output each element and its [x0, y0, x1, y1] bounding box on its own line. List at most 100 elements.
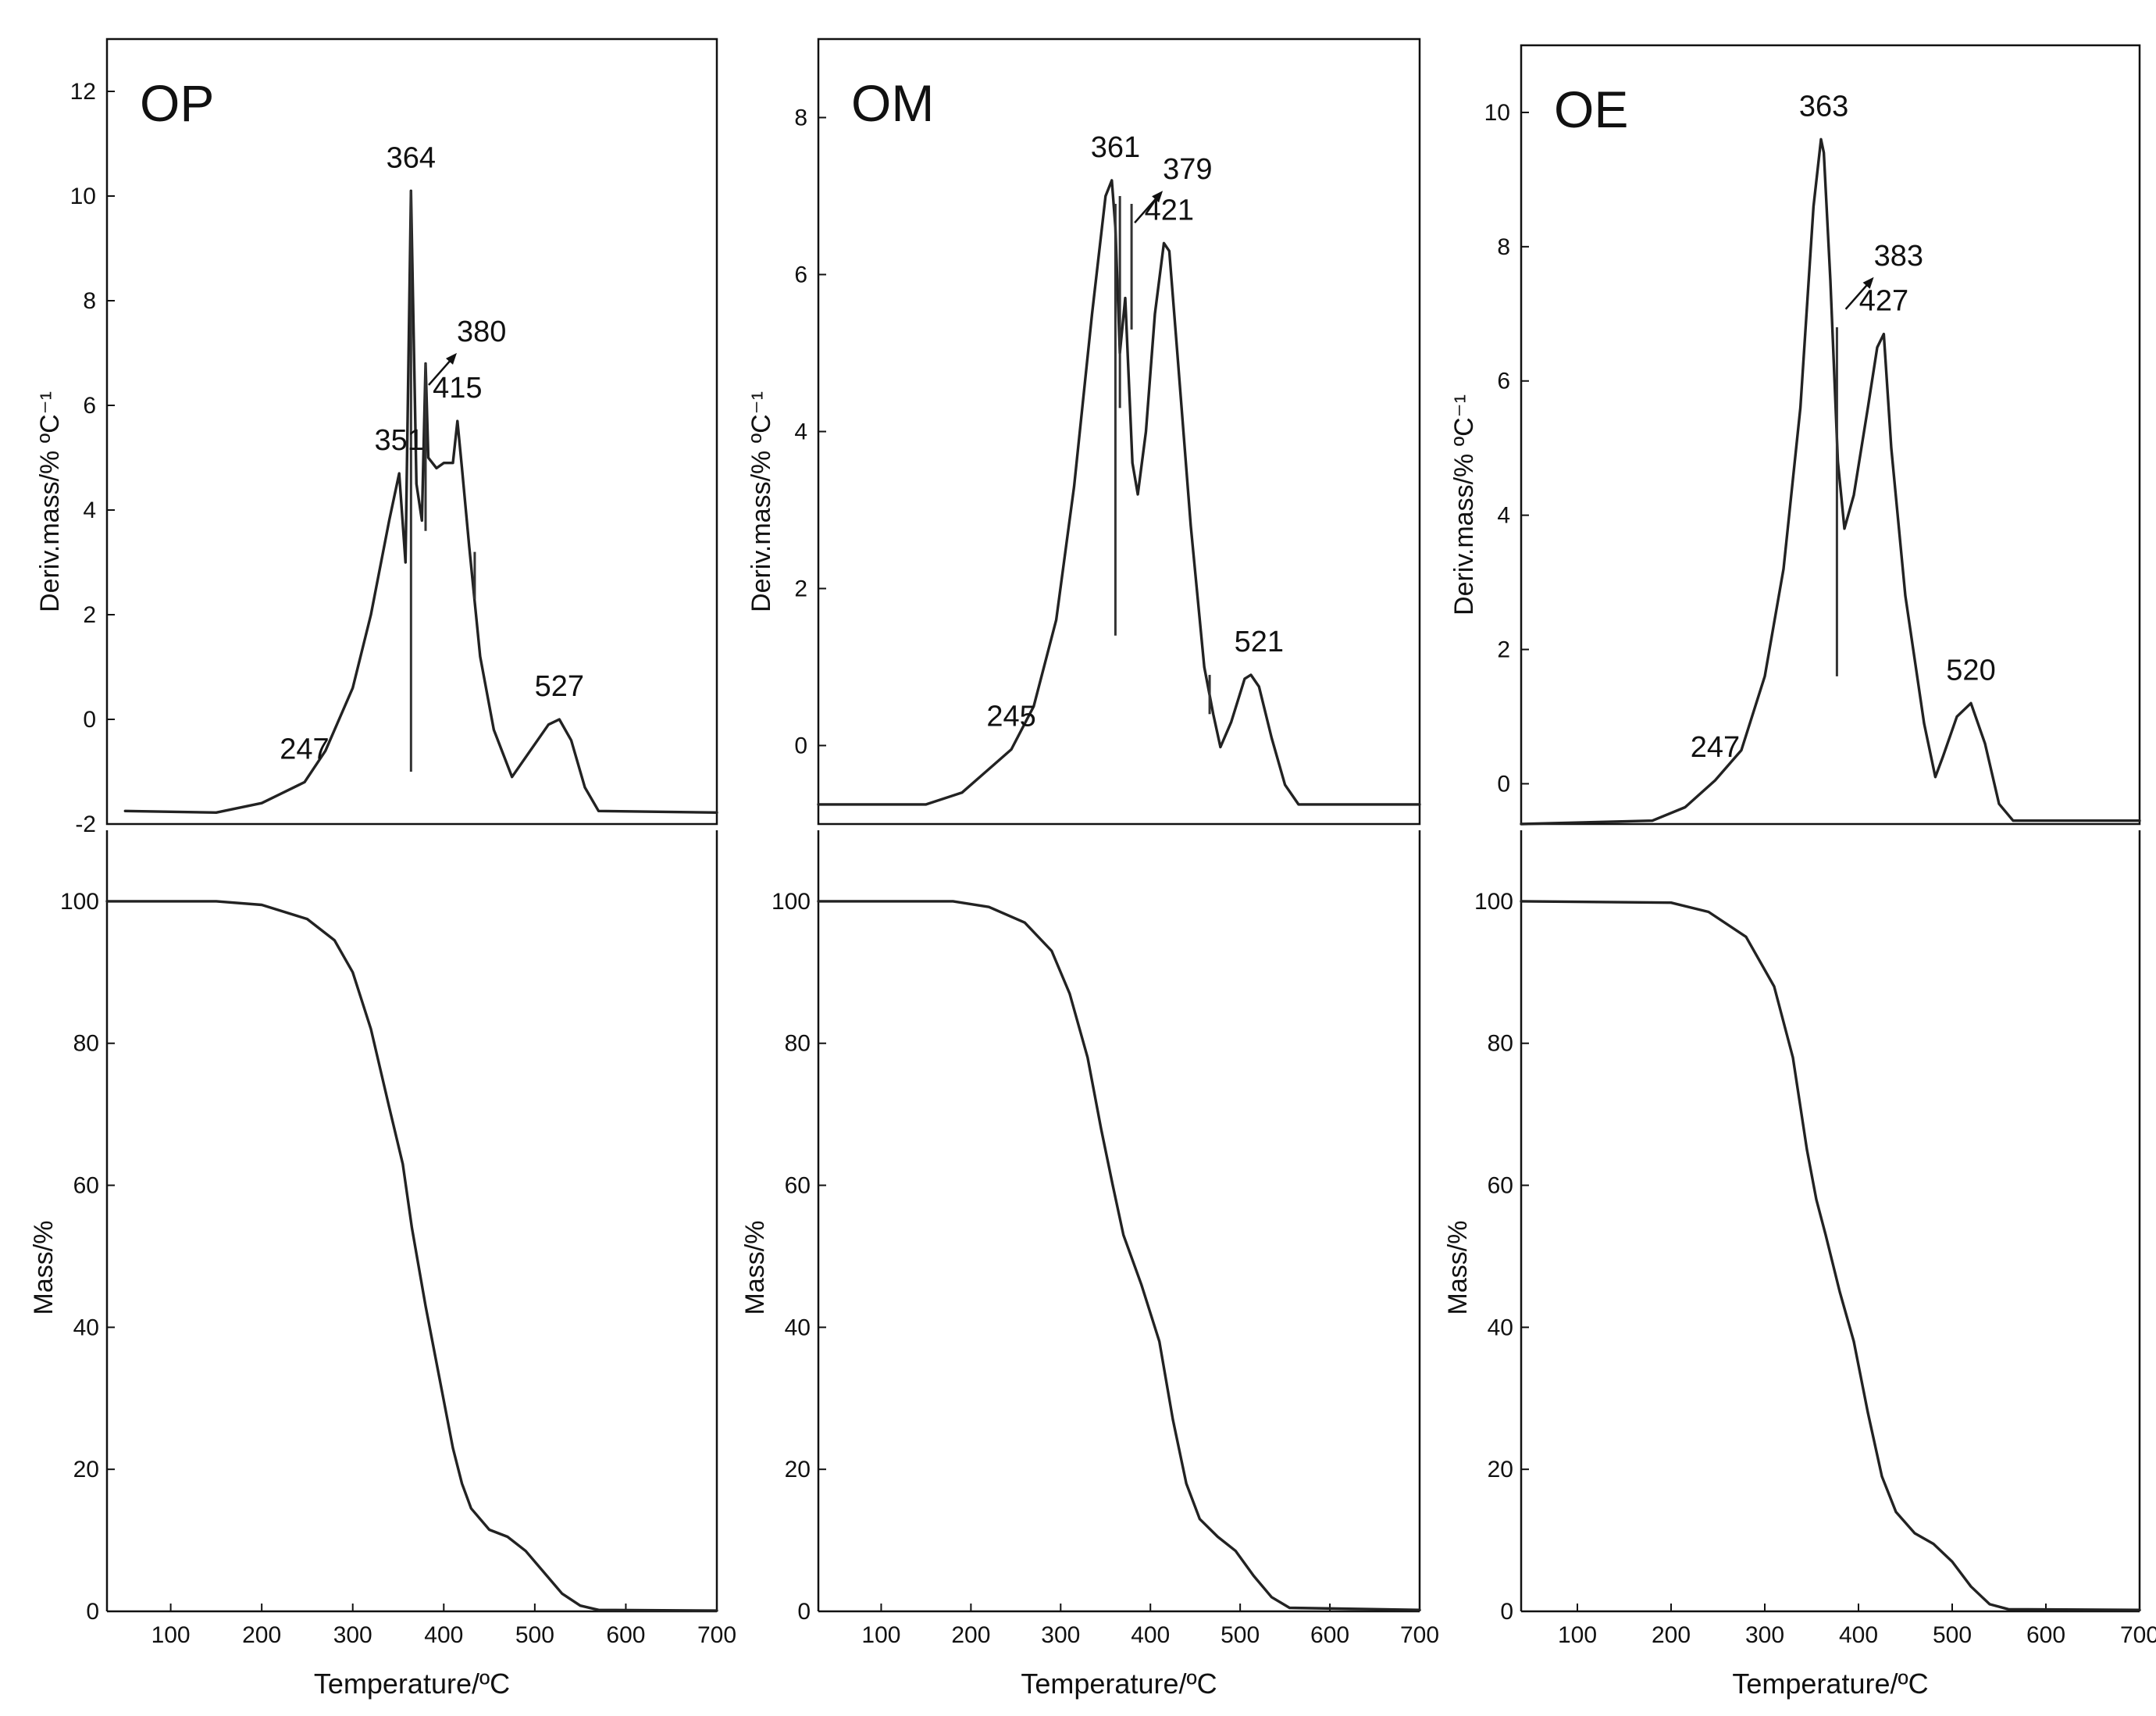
tg-y-tick-label: 40 [73, 1315, 99, 1340]
dtg-y-tick-label: 10 [70, 184, 96, 209]
panel-title: OM [851, 74, 934, 132]
dtg-frame [1520, 44, 2141, 826]
tg-y-tick-label: 100 [1474, 889, 1513, 915]
peak-label: 363 [1799, 90, 1848, 123]
tg-y-axis-label: Mass/% [740, 1221, 770, 1315]
dtg-y-tick-label: 0 [794, 733, 807, 759]
tg-plot: 0 20 40 60 80 100 100 200 300 400 500 600 700 Mass/% T… [29, 830, 736, 1700]
tg-y-tick-label: 80 [1488, 1031, 1513, 1057]
peak-label: 247 [1691, 731, 1740, 764]
tg-y-tick-label: 20 [73, 1457, 99, 1482]
peak-label: 379 [1163, 153, 1212, 186]
panel-oe: 0 2 4 6 8 10 Deriv.mass/% ºC⁻¹ OE 247 363 383 427 52… [1443, 44, 2156, 1700]
dtg-y-tick-label: 4 [794, 419, 807, 445]
tg-x-tick-label: 700 [2120, 1622, 2156, 1648]
dtg-y-tick-label: 6 [83, 393, 96, 419]
dtg-y-axis-label: Deriv.mass/% ºC⁻¹ [747, 391, 776, 612]
peak-arrow-head [445, 352, 457, 365]
panel-title: OE [1554, 80, 1628, 138]
panel-op: -2 0 2 4 6 8 10 12 Deriv.mass/% ºC⁻¹ OP 247 351 364 3… [29, 37, 736, 1700]
dtg-y-tick-label: 6 [794, 262, 807, 288]
tg-x-tick-label: 300 [333, 1622, 372, 1648]
peak-arrow-head [1862, 276, 1874, 289]
peak-label: 415 [433, 372, 482, 405]
dtg-y-tick-label: 8 [794, 105, 807, 131]
tg-y-tick-label: 60 [73, 1173, 99, 1199]
tg-y-tick-label: 100 [60, 889, 99, 915]
dtg-y-tick-label: -2 [75, 812, 96, 837]
peak-label: 383 [1874, 240, 1923, 273]
peak-label: 364 [387, 141, 436, 174]
dtg-y-axis-label: Deriv.mass/% ºC⁻¹ [35, 391, 65, 612]
peak-label: 527 [535, 670, 584, 703]
peak-label: 427 [1859, 285, 1908, 318]
tg-y-tick-label: 20 [785, 1457, 811, 1482]
tg-y-tick-label: 20 [1488, 1457, 1513, 1482]
peak-label: 520 [1946, 654, 1995, 687]
tg-x-tick-label: 700 [1400, 1622, 1439, 1648]
dtg-plot: -2 0 2 4 6 8 10 12 Deriv.mass/% ºC⁻¹ OP 247 351 364 3… [35, 37, 718, 837]
tg-x-tick-label: 400 [1131, 1622, 1170, 1648]
tg-x-tick-label: 100 [861, 1622, 900, 1648]
tg-x-tick-label: 400 [424, 1622, 463, 1648]
tg-x-axis-label: Temperature/ºC [1732, 1668, 1928, 1700]
tg-x-tick-label: 200 [242, 1622, 281, 1648]
tg-y-tick-label: 60 [785, 1173, 811, 1199]
peak-arrow [1844, 281, 1870, 310]
dtg-curve [817, 179, 1421, 806]
tg-curve [1520, 900, 2141, 1611]
tg-x-tick-label: 700 [697, 1622, 736, 1648]
tg-y-axis-label: Mass/% [29, 1221, 59, 1315]
dtg-y-tick-label: 4 [1497, 503, 1510, 529]
tg-plot: 0 20 40 60 80 100 100 200 300 400 500 600 700 Mass/% T… [1443, 830, 2156, 1700]
dtg-curve [123, 189, 718, 814]
dtg-y-tick-label: 2 [83, 602, 96, 628]
peak-label: 361 [1091, 131, 1140, 164]
tg-x-tick-label: 100 [151, 1622, 191, 1648]
tg-x-axis-label: Temperature/ºC [1021, 1668, 1217, 1700]
peak-label: 245 [986, 701, 1035, 733]
tg-curve [105, 900, 718, 1612]
tg-x-tick-label: 400 [1839, 1622, 1878, 1648]
dtg-y-tick-label: 8 [83, 288, 96, 314]
dtg-y-tick-label: 0 [1497, 771, 1510, 797]
tg-x-tick-label: 300 [1041, 1622, 1080, 1648]
tg-x-tick-label: 600 [606, 1622, 645, 1648]
dtg-y-tick-label: 12 [70, 79, 96, 105]
panel-title: OP [140, 74, 214, 132]
tg-x-tick-label: 600 [2026, 1622, 2065, 1648]
dtg-y-tick-label: 8 [1497, 234, 1510, 260]
dtg-y-tick-label: 10 [1484, 100, 1510, 126]
tg-x-tick-label: 500 [1221, 1622, 1260, 1648]
dtg-frame [105, 37, 718, 826]
peak-label: 521 [1235, 626, 1284, 658]
tg-x-tick-label: 200 [1652, 1622, 1691, 1648]
tg-y-tick-label: 0 [1500, 1599, 1513, 1625]
tg-y-tick-label: 40 [1488, 1315, 1513, 1340]
peak-arrow [428, 358, 453, 386]
peak-arrow [1134, 195, 1160, 224]
tg-y-tick-label: 80 [73, 1031, 99, 1057]
dtg-y-tick-label: 0 [83, 707, 96, 733]
tg-y-tick-label: 60 [1488, 1173, 1513, 1199]
tg-y-tick-label: 0 [797, 1599, 811, 1625]
peak-label: 351 [374, 424, 423, 457]
tg-x-tick-label: 100 [1558, 1622, 1597, 1648]
tg-x-axis-label: Temperature/ºC [314, 1668, 510, 1700]
tg-x-tick-label: 200 [951, 1622, 990, 1648]
dtg-curve [1520, 137, 2141, 826]
peak-arrow-head [1152, 191, 1164, 203]
tg-y-axis-label: Mass/% [1443, 1221, 1473, 1315]
tg-x-tick-label: 300 [1745, 1622, 1784, 1648]
peak-label: 247 [280, 733, 329, 765]
dtg-y-tick-label: 6 [1497, 369, 1510, 394]
tg-x-tick-label: 500 [1933, 1622, 1972, 1648]
dtg-y-tick-label: 2 [794, 576, 807, 602]
dtg-plot: 0 2 4 6 8 Deriv.mass/% ºC⁻¹ OM 245 361 379 421 521 [747, 37, 1421, 826]
peak-label: 421 [1145, 194, 1194, 227]
dtg-plot: 0 2 4 6 8 10 Deriv.mass/% ºC⁻¹ OE 247 363 383 427 52… [1449, 44, 2141, 826]
peak-label: 380 [457, 316, 506, 348]
tg-y-tick-label: 0 [86, 1599, 99, 1625]
